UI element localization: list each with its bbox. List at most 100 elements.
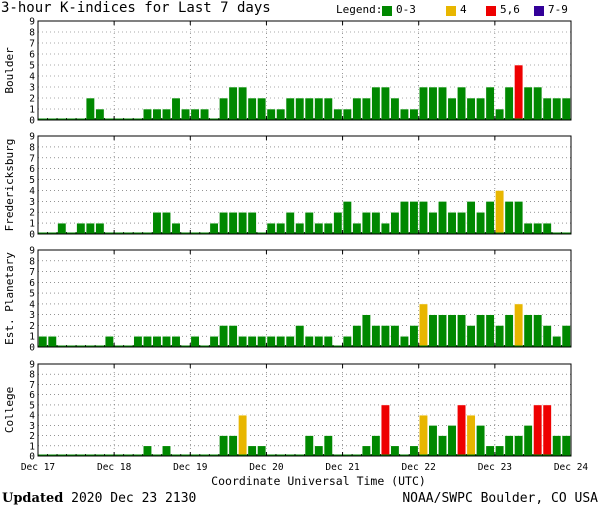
k-index-bar <box>95 222 105 235</box>
k-index-bar <box>190 335 200 348</box>
station-label: College <box>3 387 16 433</box>
y-tick-label: 1 <box>29 105 35 116</box>
k-index-bar <box>247 211 257 235</box>
k-index-bar <box>238 86 248 121</box>
y-tick-label: 1 <box>29 441 35 452</box>
k-index-bar <box>314 97 324 121</box>
k-index-bar <box>514 303 524 348</box>
k-index-bar <box>333 108 343 121</box>
k-index-bar <box>485 86 495 121</box>
k-index-bar <box>542 325 552 348</box>
k-index-bar <box>257 97 267 121</box>
y-tick-label: 5 <box>29 289 35 300</box>
k-index-bar <box>380 86 390 121</box>
k-index-bar <box>361 314 371 348</box>
k-index-bar <box>228 325 238 348</box>
k-index-bar <box>247 97 257 121</box>
y-tick-label: 5 <box>29 175 35 186</box>
k-index-bar <box>533 222 543 235</box>
k-index-bar <box>390 445 400 457</box>
k-index-bar <box>361 445 371 457</box>
legend-text-7-9: 7-9 <box>548 3 568 16</box>
k-index-bar <box>533 86 543 121</box>
credit-text: NOAA/SWPC Boulder, CO USA <box>402 491 598 506</box>
k-index-bar <box>514 64 524 121</box>
k-index-bar <box>428 314 438 348</box>
k-index-bar <box>342 201 352 235</box>
k-index-bar <box>456 211 467 235</box>
k-index-bar <box>418 414 429 457</box>
y-tick-label: 6 <box>29 164 35 175</box>
k-index-bar <box>161 335 172 348</box>
y-tick-label: 7 <box>29 380 35 391</box>
k-index-bar <box>390 325 400 348</box>
k-index-bar <box>266 222 276 235</box>
panel-frame <box>37 363 572 457</box>
k-index-bar <box>361 211 371 235</box>
k-index-bar <box>390 211 400 235</box>
k-index-bar <box>456 86 467 121</box>
y-tick-label: 7 <box>29 39 35 50</box>
k-index-bar <box>285 97 295 121</box>
k-index-bar <box>171 335 181 348</box>
k-index-bar <box>142 335 153 348</box>
k-index-bar <box>447 97 457 121</box>
k-index-bar <box>523 222 533 235</box>
grid-lines <box>38 364 571 456</box>
k-index-bar <box>514 201 524 235</box>
updated-label: Updated <box>2 491 64 506</box>
y-tick-label: 6 <box>29 278 35 289</box>
k-index-bar <box>342 335 352 348</box>
k-index-bar <box>323 97 333 121</box>
k-index-bar <box>219 97 229 121</box>
y-tick-label: 1 <box>29 219 35 230</box>
k-index-bar <box>466 97 476 121</box>
y-tick-label: 6 <box>29 50 35 61</box>
k-index-bar <box>104 335 114 348</box>
k-index-bar <box>76 222 86 235</box>
k-index-bar <box>418 303 429 348</box>
k-index-bar <box>495 325 505 348</box>
k-index-bar <box>466 201 476 235</box>
k-index-bar <box>476 211 486 235</box>
k-index-bar <box>361 97 371 121</box>
k-index-bar <box>476 97 486 121</box>
k-index-bar <box>152 211 162 235</box>
y-tick-label: 2 <box>29 431 35 442</box>
k-index-bar <box>38 335 48 348</box>
k-index-bar <box>466 325 476 348</box>
k-index-bar <box>152 108 162 121</box>
k-index-bar <box>200 108 210 121</box>
k-index-bar <box>371 86 381 121</box>
k-index-bar <box>323 335 333 348</box>
station-label: Est. Planetary <box>3 252 16 345</box>
k-index-bar <box>219 211 229 235</box>
k-index-bar <box>523 425 533 457</box>
k-index-bar <box>437 435 448 457</box>
k-index-bar <box>390 97 400 121</box>
x-tick-label: Dec 23 <box>478 462 512 473</box>
y-tick-label: 2 <box>29 94 35 105</box>
k-index-bar <box>266 108 276 121</box>
k-index-bar <box>295 97 305 121</box>
k-index-bar <box>561 325 571 348</box>
k-index-bar <box>552 97 562 121</box>
k-index-bar <box>542 222 552 235</box>
k-index-bar <box>456 314 467 348</box>
k-index-bar <box>304 211 314 235</box>
k-index-bar <box>352 97 362 121</box>
station-label: Boulder <box>3 47 16 94</box>
k-index-bar <box>276 335 286 348</box>
x-tick-label: Dec 19 <box>173 462 208 473</box>
k-index-bar <box>219 325 229 348</box>
k-index-bar <box>142 445 153 457</box>
k-index-bar <box>456 404 467 457</box>
k-index-bar <box>247 335 257 348</box>
y-tick-label: 4 <box>29 186 35 197</box>
k-index-bar <box>257 335 267 348</box>
k-index-bar <box>180 108 191 121</box>
k-index-bar <box>399 108 409 121</box>
y-tick-label: 0 <box>29 452 35 463</box>
